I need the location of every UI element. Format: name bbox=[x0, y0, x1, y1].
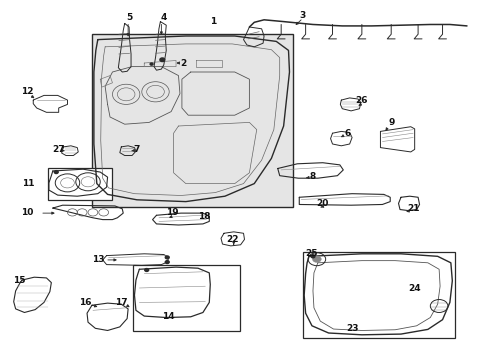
Bar bbox=[303, 252, 454, 338]
Text: 5: 5 bbox=[126, 13, 132, 22]
Circle shape bbox=[165, 261, 169, 264]
Text: 27: 27 bbox=[52, 145, 65, 154]
Circle shape bbox=[310, 255, 314, 258]
Text: 19: 19 bbox=[165, 208, 178, 217]
Text: 8: 8 bbox=[309, 172, 315, 181]
Text: 4: 4 bbox=[160, 13, 167, 22]
Bar bbox=[48, 168, 112, 200]
Text: 23: 23 bbox=[345, 324, 358, 333]
Circle shape bbox=[54, 171, 58, 174]
Text: 15: 15 bbox=[13, 276, 26, 285]
Circle shape bbox=[144, 269, 148, 271]
Text: 25: 25 bbox=[305, 249, 318, 258]
Bar bbox=[133, 265, 239, 331]
Text: 21: 21 bbox=[406, 204, 419, 213]
Bar bbox=[92, 34, 293, 207]
Circle shape bbox=[165, 256, 169, 259]
Text: 14: 14 bbox=[162, 312, 175, 321]
Text: 11: 11 bbox=[22, 179, 35, 188]
Text: 13: 13 bbox=[91, 255, 104, 264]
Text: 10: 10 bbox=[20, 208, 33, 217]
Text: 18: 18 bbox=[198, 212, 210, 220]
Circle shape bbox=[160, 58, 164, 62]
Text: 7: 7 bbox=[133, 145, 140, 154]
Text: 3: 3 bbox=[299, 11, 305, 20]
Text: 22: 22 bbox=[226, 235, 239, 244]
Circle shape bbox=[312, 256, 321, 262]
Text: 17: 17 bbox=[115, 298, 127, 307]
Circle shape bbox=[150, 63, 153, 65]
Text: 16: 16 bbox=[79, 298, 92, 307]
Text: 2: 2 bbox=[180, 59, 186, 68]
Text: 20: 20 bbox=[316, 199, 328, 208]
Text: 12: 12 bbox=[20, 87, 33, 96]
Text: 9: 9 bbox=[387, 118, 394, 127]
Text: 6: 6 bbox=[344, 129, 349, 138]
Text: 24: 24 bbox=[407, 284, 420, 293]
Text: 1: 1 bbox=[209, 17, 215, 26]
Text: 26: 26 bbox=[355, 96, 367, 105]
